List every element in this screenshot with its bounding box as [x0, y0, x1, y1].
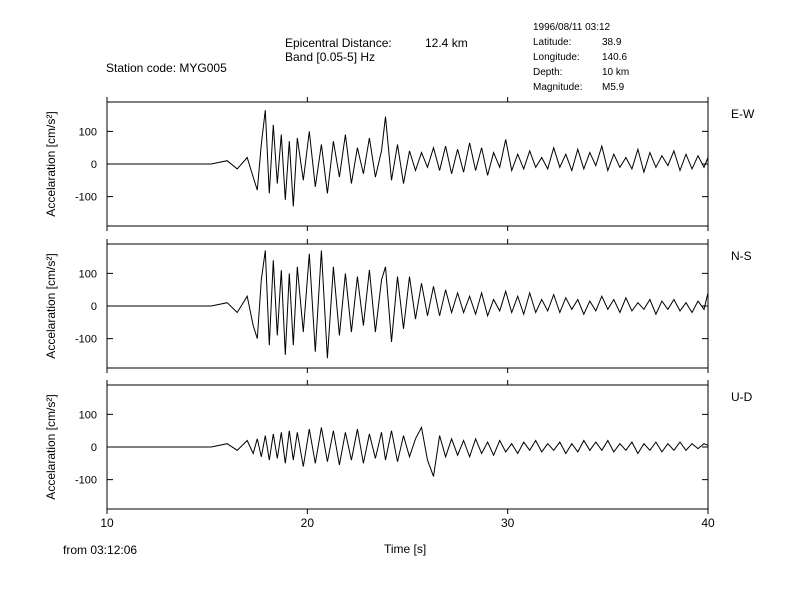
series-name-label: U-D	[731, 390, 753, 404]
y-tick-label: -100	[75, 334, 97, 346]
series-line-u-d	[107, 425, 709, 477]
series-name-label: N-S	[731, 249, 752, 263]
y-tick-label: 100	[79, 126, 97, 138]
series-line-n-s	[107, 250, 709, 359]
station-code: Station code: MYG005	[106, 61, 227, 75]
event-longitude-label: Longitude:	[533, 52, 580, 63]
y-tick-label: 100	[79, 268, 97, 280]
y-axis-label: Accelaration [cm/s²]	[44, 111, 58, 216]
event-latitude-value: 38.9	[602, 37, 622, 48]
band-label: Band [0.05-5] Hz	[285, 50, 376, 64]
x-tick-label: 10	[100, 516, 114, 530]
event-longitude-value: 140.6	[602, 52, 628, 63]
x-axis-label: Time [s]	[384, 542, 427, 556]
y-tick-label: 0	[91, 442, 97, 454]
y-tick-label: 0	[91, 159, 97, 171]
event-magnitude-value: M5.9	[602, 82, 625, 93]
time-origin-note: from 03:12:06	[63, 543, 138, 557]
distance-label: Epicentral Distance:	[285, 36, 392, 50]
event-datetime: 1996/08/11 03:12	[533, 22, 611, 33]
x-tick-label: 20	[301, 516, 315, 530]
series-line-e-w	[107, 110, 709, 207]
y-tick-label: 0	[91, 301, 97, 313]
x-tick-label: 30	[501, 516, 515, 530]
series-name-label: E-W	[731, 107, 755, 121]
x-tick-label: 40	[701, 516, 715, 530]
y-tick-label: 100	[79, 409, 97, 421]
y-axis-label: Accelaration [cm/s²]	[44, 394, 58, 499]
y-axis-label: Accelaration [cm/s²]	[44, 253, 58, 358]
y-tick-label: -100	[75, 475, 97, 487]
event-depth-value: 10 km	[602, 67, 630, 78]
event-depth-label: Depth:	[533, 67, 563, 78]
distance-value: 12.4 km	[425, 36, 468, 50]
event-latitude-label: Latitude:	[533, 37, 572, 48]
y-tick-label: -100	[75, 192, 97, 204]
event-magnitude-label: Magnitude:	[533, 82, 583, 93]
